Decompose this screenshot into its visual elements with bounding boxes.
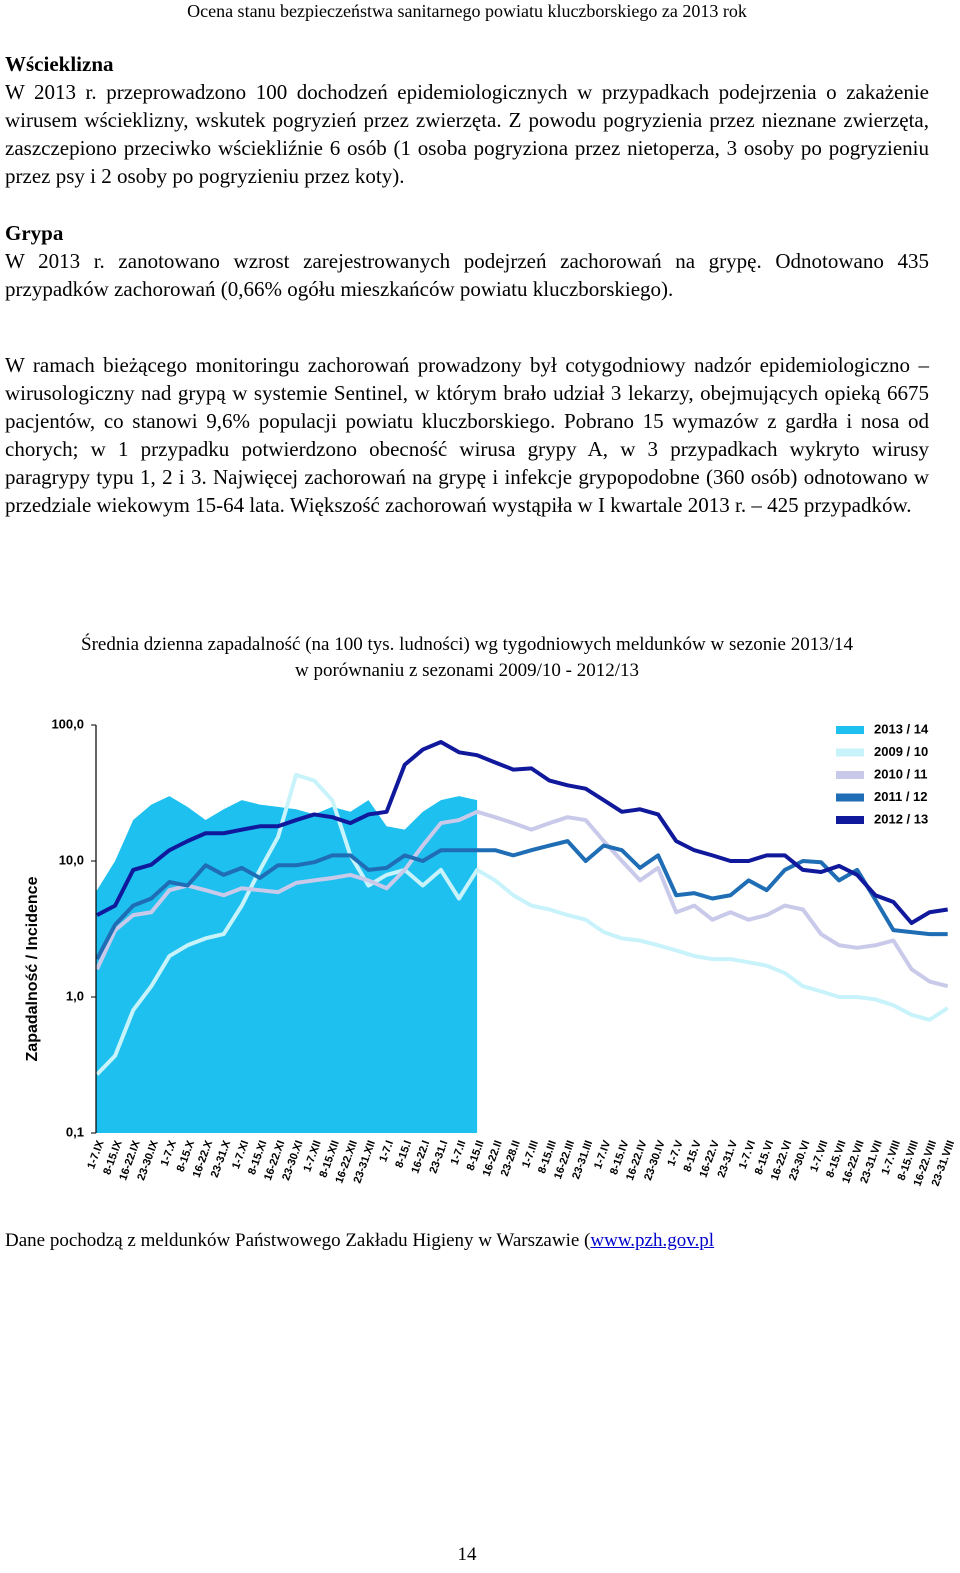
x-tick-label: 1-7.I	[377, 1139, 396, 1164]
legend-swatch	[836, 771, 864, 779]
paragraph: W 2013 r. przeprowadzono 100 dochodzeń e…	[5, 80, 929, 188]
legend-label: 2012 / 13	[874, 811, 928, 826]
paragraph: W 2013 r. zanotowano wzrost zarejestrowa…	[5, 249, 929, 301]
paragraph: W ramach bieżącego monitoringu zachorowa…	[5, 353, 929, 517]
section-heading: Wścieklizna	[5, 52, 114, 76]
legend-swatch	[836, 793, 864, 802]
chart-subtitle: w porównaniu z sezonami 2009/10 - 2012/1…	[294, 660, 640, 681]
legend-swatch	[836, 748, 864, 757]
source-link[interactable]: www.pzh.gov.pl	[590, 1230, 715, 1251]
legend-swatch	[836, 816, 864, 824]
legend-label: 2011 / 12	[874, 789, 928, 804]
line	[96, 739, 949, 926]
legend-swatch	[836, 726, 864, 734]
page-number: 14	[457, 1544, 477, 1565]
y-tick-label: 10,0	[59, 852, 84, 867]
legend-label: 2010 / 11	[874, 766, 928, 781]
y-tick-label: 1,0	[66, 988, 84, 1003]
source-text: Dane pochodzą z meldunków Państwowego Za…	[5, 1230, 591, 1251]
y-tick-label: 100,0	[51, 716, 84, 731]
chart: 100,0 10,0 1,0 0,1 Zapadalność / Incidence 1-…	[24, 716, 957, 1187]
x-tick-label: 1-7.II	[449, 1139, 469, 1167]
legend-label: 2009 / 10	[874, 744, 928, 759]
page-header: Ocena stanu bezpieczeństwa sanitarnego p…	[187, 1, 747, 21]
section-heading: Grypa	[5, 221, 64, 245]
line	[95, 809, 949, 989]
legend-label: 2013 / 14	[874, 721, 929, 736]
y-tick-label: 0,1	[66, 1124, 84, 1139]
line	[95, 839, 948, 961]
source-note: Dane pochodzą z meldunków Państwowego Za…	[5, 1228, 714, 1254]
line	[95, 772, 949, 1076]
y-axis-label: Zapadalność / Incidence	[24, 876, 41, 1061]
chart-title: Średnia dzienna zapadalność (na 100 tys.…	[81, 634, 853, 655]
